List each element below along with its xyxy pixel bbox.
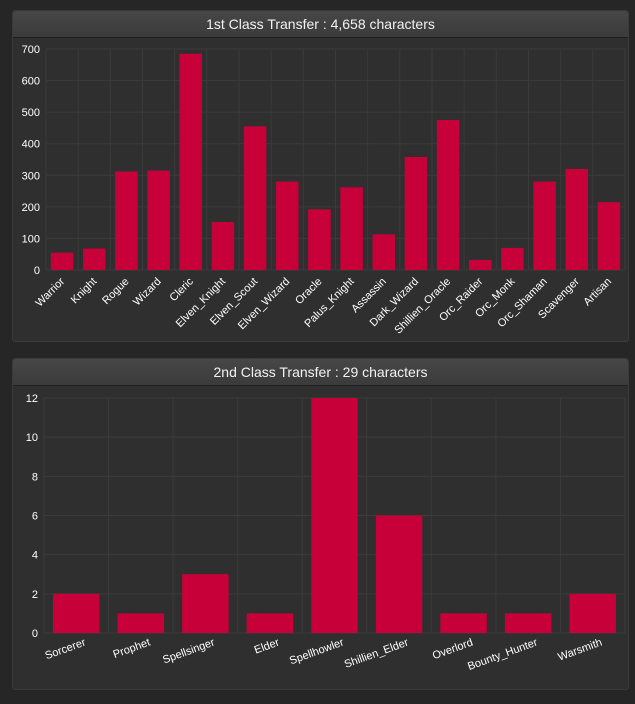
y-tick-label: 700 xyxy=(22,44,40,56)
bar-wizard xyxy=(147,170,170,270)
x-tick-label-cleric: Cleric xyxy=(167,275,196,304)
second-class-transfer-title: 2nd Class Transfer : 29 characters xyxy=(13,359,628,386)
bar-orc-monk xyxy=(501,247,524,270)
bar-elder xyxy=(246,613,294,633)
x-tick-label-warrior: Warrior xyxy=(34,275,68,309)
y-tick-label: 2 xyxy=(32,589,38,601)
bar-bounty-hunter xyxy=(504,613,552,633)
y-tick-label: 12 xyxy=(26,393,38,405)
bar-elven-scout xyxy=(243,126,267,270)
y-tick-label: 400 xyxy=(22,139,40,151)
bar-elven-wizard xyxy=(275,181,299,270)
first-class-transfer-chart: 0 100 200 300 400 500 600 700 Warrior Knight Rogue… xyxy=(22,44,626,337)
x-tick-label-rogue: Rogue xyxy=(100,276,131,307)
bar-shillien-oracle xyxy=(436,120,460,271)
bar-sorcerer xyxy=(53,593,100,633)
y-tick-label: 200 xyxy=(22,202,40,214)
y-tick-label: 300 xyxy=(22,170,40,182)
second-class-transfer-chart: 0 2 4 6 8 10 12 Sorcerer Prophet Spellsinger Elder… xyxy=(26,393,626,673)
bar-elven-knight xyxy=(211,222,235,270)
y-tick-label: 10 xyxy=(26,432,38,444)
x-tick-label-oracle: Oracle xyxy=(293,276,324,307)
x-tick-label-bounty-hunter: Bounty_Hunter xyxy=(466,636,539,672)
bar-orc-shaman xyxy=(533,181,556,270)
bar-rogue xyxy=(115,171,138,270)
bar-scavenger xyxy=(565,168,589,270)
bar-assassin xyxy=(372,234,396,270)
bar-overlord xyxy=(440,613,487,633)
x-tick-label-prophet: Prophet xyxy=(112,637,152,661)
second-class-transfer-panel: 2nd Class Transfer : 29 characters 0 2 4 6 8… xyxy=(12,358,629,690)
x-tick-label-artisan: Artisan xyxy=(581,276,614,309)
bar-spellhowler xyxy=(311,398,358,633)
x-tick-label-warsmith: Warsmith xyxy=(556,637,603,664)
bar-spellsinger xyxy=(182,574,229,633)
y-tick-label: 6 xyxy=(32,511,38,523)
bar-palus-knight xyxy=(340,187,363,270)
bar-knight xyxy=(82,248,106,270)
y-tick-label: 8 xyxy=(32,471,38,483)
y-tick-label: 0 xyxy=(34,265,40,277)
x-tick-label-wizard: Wizard xyxy=(131,276,164,309)
first-class-transfer-panel: 1st Class Transfer : 4,658 characters 0 1… xyxy=(12,10,629,342)
y-tick-label: 100 xyxy=(22,233,40,245)
bar-warsmith xyxy=(569,593,616,633)
x-tick-label-knight: Knight xyxy=(69,276,100,307)
bar-cleric xyxy=(179,53,203,270)
bar-dark-wizard xyxy=(404,156,428,270)
bar-shillien-elder xyxy=(375,515,423,633)
x-tick-label-elder: Elder xyxy=(253,636,282,656)
bar-orc-raider xyxy=(468,259,492,270)
x-tick-label-shillien-elder: Shillien_Elder xyxy=(343,636,411,670)
x-tick-label-sorcerer: Sorcerer xyxy=(44,636,88,662)
bar-artisan xyxy=(597,202,621,270)
x-tick-label-spellhowler: Spellhowler xyxy=(288,636,346,667)
first-class-transfer-title: 1st Class Transfer : 4,658 characters xyxy=(13,11,628,38)
y-tick-label: 0 xyxy=(32,628,38,640)
x-tick-label-spellsinger: Spellsinger xyxy=(161,636,217,666)
x-tick-label-overlord: Overlord xyxy=(431,637,475,663)
y-tick-label: 600 xyxy=(22,76,40,88)
bar-oracle xyxy=(308,209,331,270)
bar-warrior xyxy=(50,252,74,270)
bar-prophet xyxy=(117,613,165,633)
y-tick-label: 500 xyxy=(22,107,40,119)
x-tick-label-shillien-oracle: Shillien_Oracle xyxy=(392,276,453,337)
y-tick-label: 4 xyxy=(32,550,38,562)
